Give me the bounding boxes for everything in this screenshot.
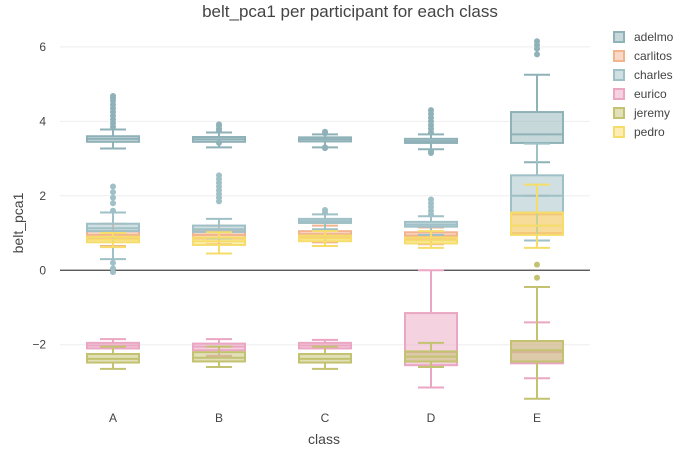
outlier-point <box>428 196 434 203</box>
y-tick-label: 2 <box>39 189 46 203</box>
y-axis-title: belt_pca1 <box>10 192 26 253</box>
legend-swatch <box>613 87 625 100</box>
box-iqr <box>510 111 564 144</box>
outlier-point <box>110 200 116 207</box>
box-iqr <box>510 211 564 236</box>
legend-label: jeremy <box>634 105 671 120</box>
box-pedro-B <box>192 231 246 255</box>
legend-label: carlitos <box>634 48 673 63</box>
box-jeremy-C <box>298 345 352 370</box>
outlier-point <box>216 172 222 179</box>
outlier-point <box>534 38 540 45</box>
y-tick-label: 4 <box>39 114 46 128</box>
legend-item-carlitos[interactable]: carlitos <box>604 46 700 65</box>
outlier-point <box>110 269 116 276</box>
box-jeremy-E <box>510 261 564 400</box>
x-tick-label: C <box>321 411 330 425</box>
outlier-point <box>110 194 116 201</box>
legend-swatch <box>613 106 625 119</box>
x-tick-label: E <box>533 411 541 425</box>
box-jeremy-B <box>192 345 246 369</box>
outlier-point <box>216 121 222 128</box>
legend-item-jeremy[interactable]: jeremy <box>604 103 700 122</box>
outlier-point <box>110 93 116 100</box>
outlier-point <box>322 145 328 152</box>
chart-title: belt_pca1 per participant for each class <box>202 2 498 21</box>
y-tick-label: −2 <box>32 338 46 352</box>
x-tick-label: A <box>109 411 117 425</box>
box-adelmo-B <box>192 121 246 149</box>
box-adelmo-D <box>404 107 458 156</box>
y-tick-label: 6 <box>39 40 46 54</box>
legend-label: eurico <box>634 86 667 101</box>
box-pedro-C <box>298 230 352 248</box>
axis-layer: −2 0 2 4 6 A B C D E <box>32 40 541 425</box>
legend-label: adelmo <box>634 29 674 44</box>
box-eurico-D <box>404 269 458 389</box>
box-charles-B <box>192 172 246 240</box>
outlier-point <box>110 207 116 214</box>
box-adelmo-E <box>510 38 564 164</box>
y-tick-label: 0 <box>39 263 46 277</box>
legend-item-adelmo[interactable]: adelmo <box>604 27 700 46</box>
outlier-point <box>534 274 540 281</box>
legend-item-eurico[interactable]: eurico <box>604 84 700 103</box>
outlier-point <box>534 261 540 268</box>
outlier-point <box>534 51 540 58</box>
legend-label: pedro <box>634 124 665 139</box>
legend-swatch <box>613 68 625 81</box>
outlier-point <box>322 206 328 213</box>
box-jeremy-A <box>86 345 140 370</box>
box-pedro-A <box>86 232 140 249</box>
x-tick-label: B <box>215 411 223 425</box>
x-axis-title: class <box>308 431 340 447</box>
x-tick-label: D <box>427 411 436 425</box>
box-charles-C <box>298 206 352 231</box>
outlier-point <box>428 149 434 156</box>
outlier-point <box>216 139 222 146</box>
legend-item-charles[interactable]: charles <box>604 65 700 84</box>
box-charles-D <box>404 196 458 236</box>
box-pedro-D <box>404 230 458 249</box>
legend-label: charles <box>634 67 673 82</box>
legend: adelmo carlitos charles eurico jeremy pedro <box>604 27 700 141</box>
legend-swatch <box>613 30 625 43</box>
box-adelmo-A <box>86 93 140 150</box>
box-charles-A <box>86 183 140 276</box>
box-layer <box>86 38 564 400</box>
outlier-point <box>428 107 434 114</box>
box-adelmo-C <box>298 128 352 152</box>
box-pedro-E <box>510 183 564 249</box>
grid-layer <box>60 46 590 346</box>
outlier-point <box>110 189 116 196</box>
outlier-point <box>322 128 328 135</box>
legend-swatch <box>613 49 625 62</box>
outlier-point <box>110 183 116 190</box>
legend-swatch <box>613 125 625 138</box>
outlier-point <box>110 259 116 266</box>
box-jeremy-D <box>404 341 458 369</box>
legend-item-pedro[interactable]: pedro <box>604 122 700 141</box>
